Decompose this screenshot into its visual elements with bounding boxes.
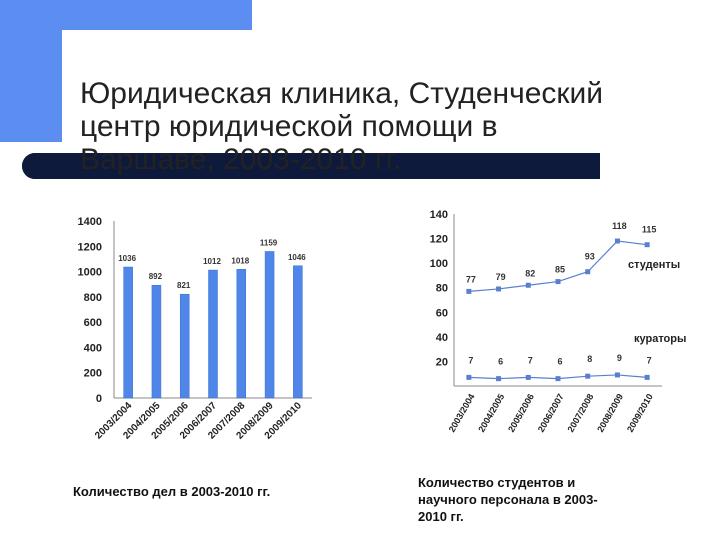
- bar: [236, 269, 247, 399]
- x-tick-label: 2007/2008: [566, 392, 596, 434]
- series-point: [466, 374, 472, 380]
- bar-value-label: 1046: [288, 253, 306, 262]
- x-tick-label: 2008/2009: [595, 392, 625, 434]
- point-value-label: 8: [587, 354, 592, 364]
- legend-students: студенты: [628, 259, 680, 271]
- series-point: [496, 286, 502, 292]
- bar: [123, 266, 133, 399]
- bar: [264, 251, 275, 399]
- bar-value-label: 1012: [203, 257, 221, 266]
- bar-value-label: 1018: [231, 256, 249, 265]
- bar-value-label: 821: [177, 281, 191, 290]
- point-value-label: 9: [617, 353, 622, 363]
- x-tick-label: 2005/2006: [506, 392, 536, 434]
- y-tick-label: 40: [436, 332, 448, 344]
- x-tick-label: 2009/2010: [625, 392, 655, 434]
- bar: [208, 269, 218, 399]
- x-tick-label: 2006/2007: [536, 392, 566, 434]
- series-point: [466, 288, 472, 294]
- point-value-label: 7: [528, 355, 533, 365]
- legend-curators: кураторы: [634, 333, 686, 345]
- title-line-2: центр юридической помощи в: [80, 110, 498, 144]
- series-point: [644, 374, 650, 380]
- x-tick-label: 2003/2004: [447, 392, 477, 434]
- series-point: [555, 279, 561, 285]
- title-underline-bar: [22, 153, 600, 179]
- series-point: [496, 376, 502, 382]
- y-tick-label: 600: [84, 317, 102, 329]
- x-tick-label: 2004/2005: [476, 392, 506, 434]
- point-value-label: 6: [498, 357, 503, 367]
- y-tick-label: 200: [84, 368, 102, 380]
- y-tick-label: 100: [430, 258, 448, 270]
- title-background: [62, 30, 702, 170]
- series-point: [525, 374, 531, 380]
- page-title: Юридическая клиника, Студенческий центр …: [80, 77, 700, 176]
- bar: [151, 284, 162, 399]
- bar-value-label: 1036: [118, 254, 136, 263]
- point-value-label: 82: [525, 268, 535, 278]
- y-tick-label: 20: [436, 356, 448, 368]
- students-line-chart: 20 40 60 80 100 120 140 77 79 82 85 93 118 115 7 6 7 6 8 9 7…: [430, 209, 687, 434]
- bar: [293, 265, 303, 399]
- series-point: [585, 269, 591, 275]
- series-point: [525, 282, 531, 288]
- y-tick-label: 400: [84, 342, 102, 354]
- series-point: [585, 373, 591, 379]
- y-tick-label: 80: [436, 283, 448, 295]
- y-tick-label: 120: [430, 234, 448, 246]
- cases-bar-chart: 020040060080010001200140010362003/200489…: [78, 216, 312, 442]
- bar-value-label: 1159: [260, 238, 278, 247]
- point-value-label: 7: [468, 355, 473, 365]
- series-point: [614, 372, 620, 378]
- point-value-label: 6: [557, 357, 562, 367]
- series-point: [614, 238, 620, 244]
- bar-value-label: 892: [149, 272, 163, 281]
- y-tick-label: 1000: [78, 267, 102, 279]
- y-tick-label: 1400: [78, 216, 102, 228]
- point-value-label: 79: [496, 272, 506, 282]
- point-value-label: 115: [642, 225, 657, 235]
- series-point: [555, 376, 561, 382]
- y-tick-label: 140: [430, 209, 448, 221]
- y-tick-label: 60: [436, 307, 448, 319]
- series-point: [644, 242, 650, 248]
- line-chart-caption: Количество студентов и научного персонал…: [418, 475, 598, 524]
- y-tick-label: 800: [84, 292, 102, 304]
- point-value-label: 93: [585, 252, 595, 262]
- y-tick-label: 0: [96, 393, 102, 405]
- point-value-label: 118: [612, 221, 627, 231]
- title-line-1: Юридическая клиника, Студенческий: [80, 77, 604, 111]
- title-line-3: Варшаве, 2003-2010 гг.: [80, 143, 402, 177]
- point-value-label: 7: [647, 355, 652, 365]
- bar-chart-caption: Количество дел в 2003-2010 гг.: [73, 484, 271, 499]
- y-tick-label: 1200: [78, 241, 102, 253]
- bar: [179, 293, 190, 399]
- point-value-label: 77: [466, 274, 476, 284]
- point-value-label: 85: [555, 265, 565, 275]
